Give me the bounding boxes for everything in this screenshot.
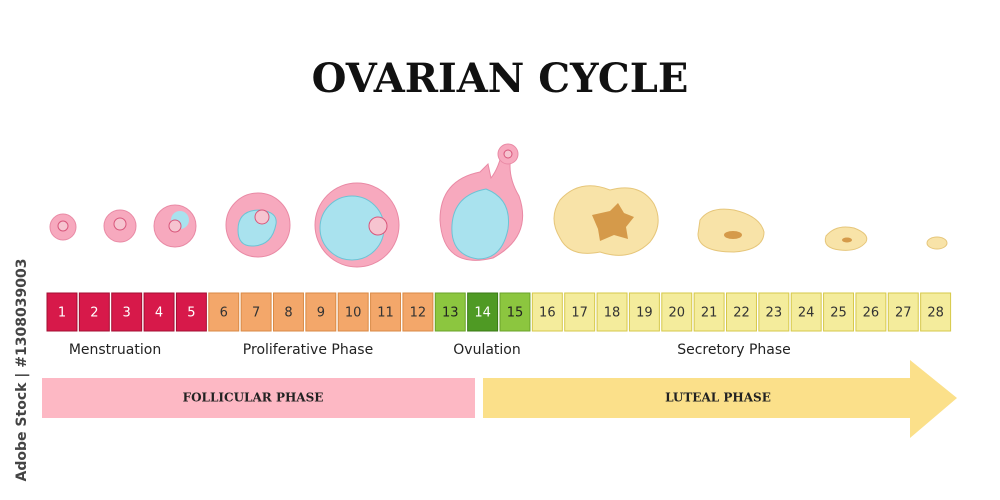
day-box xyxy=(402,292,434,332)
day-number: 14 xyxy=(474,306,491,321)
follicles xyxy=(49,143,948,268)
day-box xyxy=(143,292,175,332)
phase-label: Proliferative Phase xyxy=(243,342,373,358)
day-box xyxy=(790,292,822,332)
day-number: 23 xyxy=(766,306,783,321)
day-number: 15 xyxy=(507,306,524,321)
day-box xyxy=(208,292,240,332)
day-number: 19 xyxy=(636,306,653,321)
day-number: 17 xyxy=(571,306,588,321)
watermark: Adobe Stock | #1308039003 xyxy=(14,259,30,482)
day-number: 24 xyxy=(798,306,815,321)
follicular-bar xyxy=(42,378,475,418)
day-box xyxy=(273,292,304,332)
day-box xyxy=(564,292,596,332)
day-number: 25 xyxy=(830,306,847,321)
phase-label: Ovulation xyxy=(453,342,520,358)
day-box xyxy=(596,292,628,332)
day-number: 11 xyxy=(377,306,394,321)
day-box xyxy=(693,292,725,332)
day-box xyxy=(499,292,531,332)
day-box xyxy=(46,292,78,332)
day-number: 16 xyxy=(539,306,556,321)
day-number: 27 xyxy=(895,306,912,321)
day-number: 8 xyxy=(284,306,292,321)
day-number: 6 xyxy=(220,306,228,321)
day-number: 26 xyxy=(863,306,880,321)
day-box xyxy=(661,292,693,332)
day-box xyxy=(758,292,790,332)
day-box xyxy=(305,292,337,332)
day-number: 18 xyxy=(604,306,621,321)
day-box xyxy=(920,292,952,332)
day-box xyxy=(531,292,563,332)
day-number: 5 xyxy=(187,306,195,321)
title: OVARIAN CYCLE xyxy=(312,55,689,102)
day-number: 20 xyxy=(668,306,685,321)
day-box xyxy=(823,292,855,332)
day-box xyxy=(887,292,919,332)
phase-label: Secretory Phase xyxy=(677,342,791,358)
day-box xyxy=(855,292,887,332)
day-box xyxy=(111,292,143,332)
day-number: 22 xyxy=(733,306,750,321)
day-box xyxy=(337,292,369,332)
phase-label: Menstruation xyxy=(69,342,161,358)
day-number: 1 xyxy=(58,306,66,321)
day-box xyxy=(175,292,207,332)
day-box xyxy=(434,292,466,332)
day-number: 13 xyxy=(442,306,459,321)
day-number: 28 xyxy=(927,306,944,321)
day-box xyxy=(726,292,757,332)
luteal-arrow xyxy=(483,360,957,438)
day-number: 2 xyxy=(90,306,98,321)
day-box xyxy=(628,292,660,332)
day-number: 10 xyxy=(345,306,362,321)
bar-label: LUTEAL PHASE xyxy=(665,391,771,405)
day-number: 7 xyxy=(252,306,260,321)
day-number: 12 xyxy=(410,306,427,321)
day-box xyxy=(78,292,110,332)
day-box xyxy=(467,292,499,332)
day-number: 9 xyxy=(317,306,325,321)
day-box xyxy=(370,292,402,332)
day-number: 4 xyxy=(155,306,163,321)
day-box xyxy=(240,292,272,332)
day-number: 3 xyxy=(123,306,131,321)
day-number: 21 xyxy=(701,306,718,321)
bar-label: FOLLICULAR PHASE xyxy=(183,391,324,405)
